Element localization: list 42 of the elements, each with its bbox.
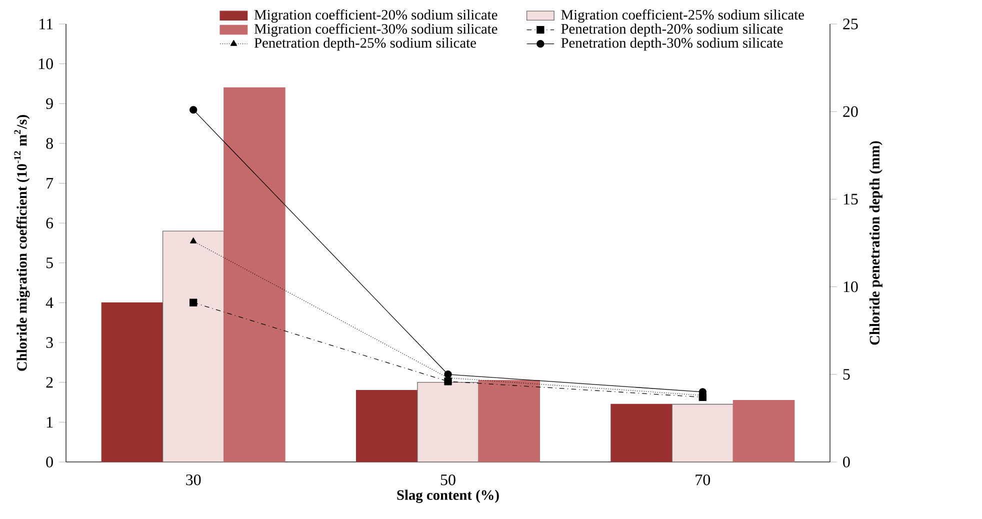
y-tick-label: 1 [46,416,53,428]
y2-axis-title: Chloride penetration depth (mm) [869,141,882,345]
legend-label: Penetration depth-30% sodium silicate [561,38,783,51]
x-axis-title: Slag content (%) [397,490,499,503]
legend-label: Migration coefficient-20% sodium silicate [254,9,498,23]
y-tick-label: 9 [46,98,53,109]
x-tick-label: 30 [186,474,201,486]
y2-tick-label: 10 [844,281,858,292]
y2-tick-label: 0 [843,456,850,468]
y-tick-label: 7 [46,178,54,188]
point [190,106,198,114]
bar [610,404,672,462]
legend-label: Migration coefficient-25% sodium silicate [561,9,804,23]
y2-tick-label: 20 [843,106,858,117]
y2-tick-label: 25 [843,18,858,30]
bar [224,87,286,462]
point [444,370,452,378]
bar [356,390,418,462]
bar [162,230,224,462]
bar [478,380,540,462]
y-tick-label: 0 [46,456,53,468]
point [190,298,198,306]
y-tick-label: 2 [46,377,53,388]
y-tick-label: 10 [38,58,53,70]
bar [672,404,734,462]
y-tick-label: 11 [40,18,53,30]
y-tick-label: 3 [46,337,53,348]
bar [732,400,795,462]
y-axis-title: Chloride migration coefficient (10$^{-12}$ m$^{2}$/s) [14,115,30,371]
y-tick-label: 4 [46,297,54,308]
y-tick-label: 5 [46,258,53,268]
y-tick-label: 8 [46,138,53,149]
x-tick-label: 50 [440,474,456,486]
legend-label: Migration coefficient-30% sodium silicate [254,24,498,37]
x-tick-label: 70 [696,474,710,486]
legend-label: Penetration depth-25% sodium silicate [254,38,476,51]
y-tick-label: 6 [46,218,54,228]
legend-label: Penetration depth-20% sodium silicate [561,24,783,37]
y2-tick-label: 15 [844,194,858,205]
bar [417,382,479,462]
bar [101,302,164,462]
y2-tick-label: 5 [843,369,850,380]
